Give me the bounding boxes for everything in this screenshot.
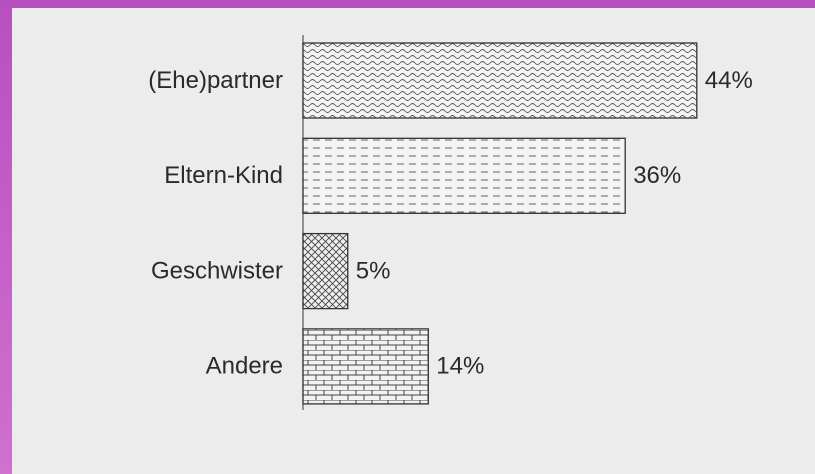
bar xyxy=(302,328,429,405)
bar xyxy=(302,232,349,310)
category-label: Eltern-Kind xyxy=(164,162,283,189)
value-label: 36% xyxy=(633,162,681,189)
bar xyxy=(302,42,698,119)
category-label: Geschwister xyxy=(151,257,283,284)
bar xyxy=(302,137,626,214)
value-label: 44% xyxy=(705,67,753,94)
value-label: 14% xyxy=(436,353,484,380)
category-label: (Ehe)partner xyxy=(148,67,283,94)
category-label: Andere xyxy=(206,353,283,380)
value-label: 5% xyxy=(356,257,391,284)
